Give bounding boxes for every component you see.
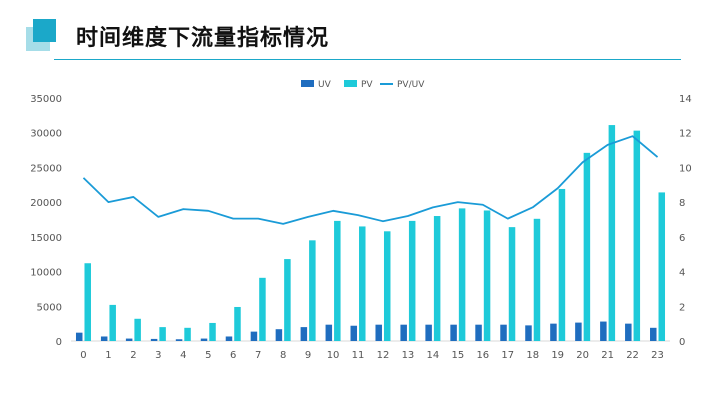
x-tick-label: 8 xyxy=(280,350,286,361)
x-tick-label: 6 xyxy=(230,350,236,361)
x-tick-label: 19 xyxy=(551,350,564,361)
x-tick-label: 21 xyxy=(601,350,614,361)
pv-bar xyxy=(383,231,391,341)
uv-bar xyxy=(200,338,208,341)
pv-bar xyxy=(433,216,441,341)
y-left-tick-label: 0 xyxy=(56,337,62,348)
x-tick-label: 23 xyxy=(651,350,664,361)
pv-bar xyxy=(483,210,491,341)
uv-bar xyxy=(400,324,407,341)
uv-bar xyxy=(525,325,532,341)
title-logo xyxy=(26,19,56,51)
y-right-tick-label: 6 xyxy=(679,233,685,244)
page-title: 时间维度下流量指标情况 xyxy=(76,26,330,51)
pv-bar xyxy=(109,304,116,341)
uv-bar xyxy=(500,324,507,341)
x-tick-label: 2 xyxy=(130,350,136,361)
pv-bar xyxy=(84,263,91,341)
pv-bar xyxy=(508,227,516,341)
pv-bar xyxy=(309,240,316,341)
x-tick-label: 15 xyxy=(451,350,464,361)
legend-swatch-uv xyxy=(301,80,314,87)
uv-bar xyxy=(300,327,308,341)
legend-label: PV/UV xyxy=(397,80,425,90)
y-left-tick-label: 15000 xyxy=(30,233,62,244)
uv-bar xyxy=(225,336,233,341)
uv-bar xyxy=(250,331,258,341)
x-tick-label: 20 xyxy=(576,350,589,361)
x-tick-label: 13 xyxy=(402,350,415,361)
uv-bar xyxy=(75,332,83,341)
y-left-tick-label: 30000 xyxy=(30,129,62,140)
y-left-tick-label: 35000 xyxy=(30,94,62,105)
x-tick-label: 9 xyxy=(305,350,311,361)
uv-bar xyxy=(550,323,557,341)
y-left-tick-label: 5000 xyxy=(37,302,62,313)
pv-bar xyxy=(633,130,641,341)
uv-bar xyxy=(625,323,632,341)
pv-uv-line xyxy=(82,135,659,225)
y-left-tick-label: 10000 xyxy=(30,268,62,279)
pv-bar xyxy=(184,327,191,341)
uv-bar xyxy=(275,329,283,341)
x-tick-label: 3 xyxy=(155,350,161,361)
logo-front-square xyxy=(33,19,56,42)
y-left-tick-label: 20000 xyxy=(30,198,62,209)
pv-bar xyxy=(558,188,566,341)
y-right-tick-label: 12 xyxy=(679,129,692,140)
pv-bar xyxy=(608,125,616,341)
uv-bar xyxy=(650,327,657,341)
pv-bar xyxy=(259,277,266,341)
legend-swatch-pv xyxy=(344,80,357,87)
pv-bar xyxy=(334,220,341,341)
x-tick-label: 5 xyxy=(205,350,211,361)
y-left-tick-label: 25000 xyxy=(30,163,62,174)
uv-bar xyxy=(375,324,382,341)
pv-bar xyxy=(408,220,416,341)
y-right-tick-label: 14 xyxy=(679,94,692,105)
pv-bar xyxy=(234,306,241,341)
uv-bar xyxy=(475,324,482,341)
y-right-tick-label: 4 xyxy=(679,268,685,279)
uv-bar xyxy=(600,321,607,341)
x-tick-label: 4 xyxy=(180,350,186,361)
uv-bar xyxy=(325,324,333,341)
y-right-tick-label: 10 xyxy=(679,163,692,174)
uv-bar xyxy=(125,338,133,341)
x-tick-label: 0 xyxy=(80,350,86,361)
y-right-tick-label: 2 xyxy=(679,302,685,313)
x-tick-label: 7 xyxy=(255,350,261,361)
x-tick-label: 1 xyxy=(105,350,111,361)
x-tick-label: 17 xyxy=(501,350,514,361)
x-tick-label: 10 xyxy=(327,350,340,361)
legend-label: PV xyxy=(361,80,373,90)
uv-bar xyxy=(175,339,183,341)
x-tick-label: 11 xyxy=(352,350,365,361)
title-divider xyxy=(54,59,681,60)
pv-bar xyxy=(159,327,166,341)
legend-label: UV xyxy=(318,80,332,90)
uv-bar xyxy=(350,325,358,341)
pv-bar xyxy=(359,226,366,341)
y-right-tick-label: 0 xyxy=(679,337,685,348)
x-tick-label: 12 xyxy=(377,350,390,361)
x-tick-label: 22 xyxy=(626,350,639,361)
pv-bar xyxy=(134,318,141,341)
uv-bar xyxy=(450,324,457,341)
uv-bar xyxy=(575,322,582,341)
uv-bar xyxy=(100,336,108,341)
pv-bar xyxy=(458,208,466,341)
pv-bar xyxy=(658,192,666,341)
pv-bar xyxy=(583,152,591,341)
x-tick-label: 14 xyxy=(427,350,440,361)
x-tick-label: 18 xyxy=(526,350,539,361)
pv-bar xyxy=(284,259,291,341)
uv-bar xyxy=(150,338,158,341)
uv-bar xyxy=(425,324,432,341)
x-tick-label: 16 xyxy=(476,350,489,361)
pv-bar xyxy=(209,322,216,341)
pv-bar xyxy=(533,218,541,341)
y-right-tick-label: 8 xyxy=(679,198,685,209)
